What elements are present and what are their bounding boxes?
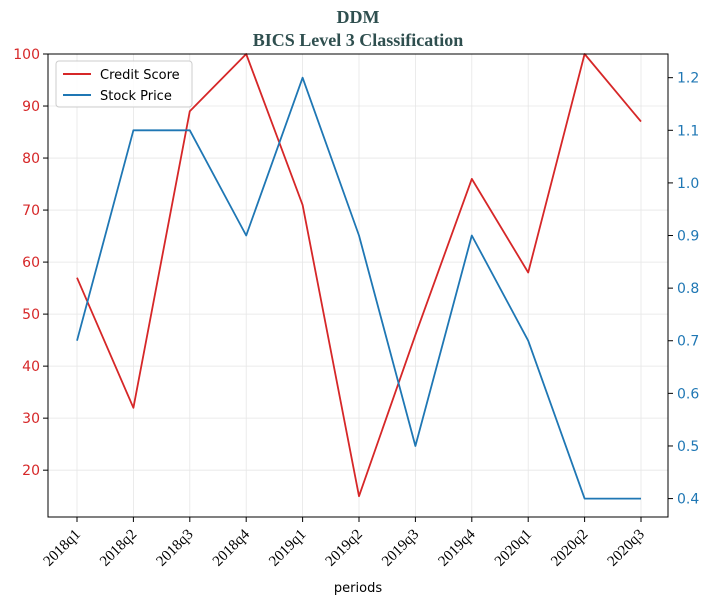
x-tick-label: 2018q1 [41, 527, 84, 570]
x-tick-label: 2019q1 [266, 527, 309, 570]
y-right-tick-label: 0.7 [677, 334, 699, 350]
x-tick-label: 2020q2 [548, 527, 591, 570]
y-left-tick-label: 60 [22, 255, 40, 271]
x-axis-label: periods [334, 581, 382, 596]
chart-subtitle: BICS Level 3 Classification [253, 30, 464, 50]
legend-label: Stock Price [100, 89, 172, 104]
x-tick-label: 2018q3 [153, 527, 196, 570]
legend: Credit Score Stock Price [55, 60, 193, 108]
y-left-tick-label: 90 [22, 99, 40, 115]
grid [48, 53, 668, 517]
y-right-tick-label: 1.2 [677, 71, 699, 87]
x-tick-label: 2019q4 [435, 526, 478, 569]
x-tick-label: 2020q1 [492, 527, 535, 570]
x-tick-label: 2018q4 [210, 526, 253, 569]
x-tick-label: 2019q2 [323, 527, 366, 570]
plot-frame [47, 53, 669, 518]
axes: 20 30 40 50 60 70 80 90 100 0.4 0.5 0.6 0.7 0.8 0.9 1.0… [13, 47, 699, 570]
y-left-tick-label: 20 [22, 463, 40, 479]
y-left-tick-label: 70 [22, 203, 40, 219]
y-right-tick-label: 0.8 [677, 281, 699, 297]
legend-label: Credit Score [100, 68, 180, 83]
y-right-tick-label: 0.9 [677, 229, 699, 245]
y-right-tick-label: 1.1 [677, 123, 699, 139]
y-right-tick-label: 0.5 [677, 439, 699, 455]
series-line-stock-price [76, 76, 641, 500]
x-tick-label: 2019q3 [379, 527, 422, 570]
y-right-tick-label: 1.0 [677, 176, 699, 192]
chart-title: DDM [337, 7, 380, 27]
x-tick-label: 2018q2 [97, 527, 140, 570]
y-right-tick-label: 0.6 [677, 386, 699, 402]
x-tick-label: 2020q3 [605, 527, 648, 570]
series-line-credit-score [76, 53, 642, 498]
y-left-tick-label: 30 [22, 411, 40, 427]
series-lines [76, 53, 642, 500]
y-left-tick-label: 100 [13, 47, 40, 63]
y-right-tick-label: 0.4 [677, 492, 699, 508]
y-left-tick-label: 40 [22, 359, 40, 375]
y-left-tick-label: 80 [22, 151, 40, 167]
y-left-tick-label: 50 [22, 307, 40, 323]
